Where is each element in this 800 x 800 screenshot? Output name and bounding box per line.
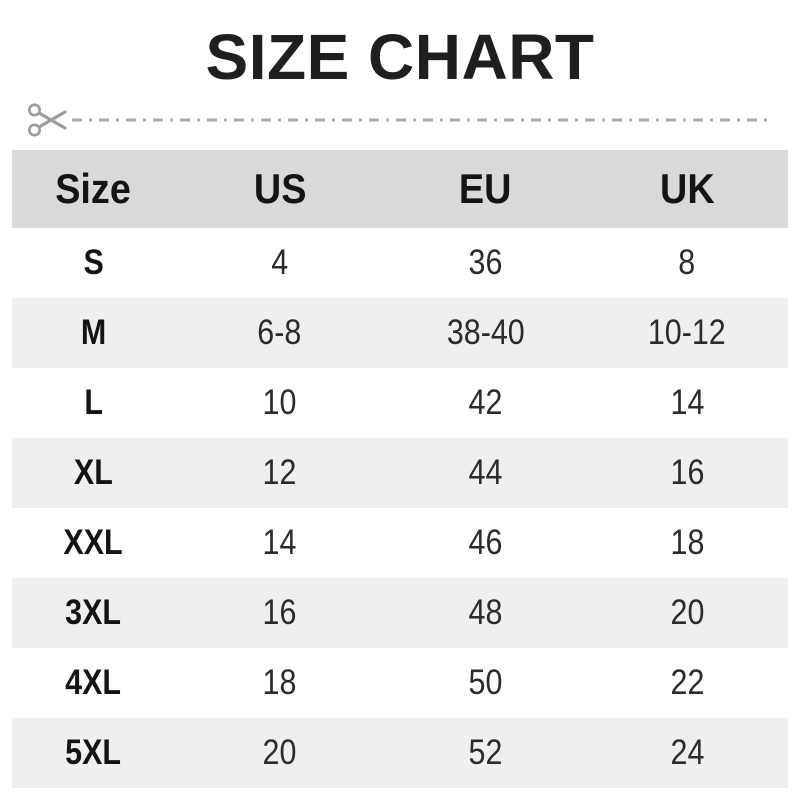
dashed-cut-line xyxy=(72,118,767,122)
size-cell: 5XL xyxy=(65,733,122,772)
uk-cell: 24 xyxy=(670,733,705,772)
size-cell: L xyxy=(84,383,103,422)
uk-cell: 16 xyxy=(670,453,705,492)
eu-cell: 44 xyxy=(468,453,503,492)
size-cell: XL xyxy=(74,453,113,492)
size-cell: M xyxy=(80,313,107,352)
uk-cell: 18 xyxy=(670,523,705,562)
column-header-uk: UK xyxy=(586,150,788,228)
us-cell: 20 xyxy=(262,733,297,772)
us-cell: 4 xyxy=(271,243,289,282)
uk-cell: 22 xyxy=(670,663,705,702)
eu-cell: 48 xyxy=(468,593,503,632)
uk-cell: 20 xyxy=(670,593,705,632)
us-cell: 12 xyxy=(262,453,297,492)
us-cell: 16 xyxy=(262,593,297,632)
eu-cell: 52 xyxy=(468,733,503,772)
us-cell: 14 xyxy=(262,523,297,562)
size-cell: S xyxy=(83,243,104,282)
eu-cell: 50 xyxy=(468,663,503,702)
us-cell: 18 xyxy=(262,663,297,702)
page-title: SIZE CHART xyxy=(205,21,595,93)
size-cell: 4XL xyxy=(65,663,122,702)
eu-cell: 46 xyxy=(468,523,503,562)
table-row: 4XL 18 50 22 xyxy=(12,648,788,718)
table-row: XXL 14 46 18 xyxy=(12,508,788,578)
table-row: 3XL 16 48 20 xyxy=(12,578,788,648)
table-row: L 10 42 14 xyxy=(12,368,788,438)
column-header-us: US xyxy=(174,150,385,228)
eu-cell: 36 xyxy=(468,243,503,282)
uk-cell: 10-12 xyxy=(648,313,727,352)
us-cell: 6-8 xyxy=(257,313,302,352)
cut-line xyxy=(27,101,767,139)
column-header-size: Size xyxy=(12,150,175,228)
table-row: M 6-8 38-40 10-12 xyxy=(12,298,788,368)
eu-cell: 38-40 xyxy=(446,313,525,352)
us-cell: 10 xyxy=(262,383,297,422)
table-row: XL 12 44 16 xyxy=(12,438,788,508)
column-header-eu: EU xyxy=(384,150,587,228)
eu-cell: 42 xyxy=(468,383,503,422)
size-cell: 3XL xyxy=(65,593,122,632)
table-row: 5XL 20 52 24 xyxy=(12,718,788,788)
table-header-row: Size US EU UK xyxy=(12,150,788,228)
size-cell: XXL xyxy=(63,523,124,562)
table-row: S 4 36 8 xyxy=(12,228,788,298)
scissors-icon xyxy=(28,103,67,137)
size-chart-table: Size US EU UK S 4 36 8 M 6-8 38-40 10-12… xyxy=(12,150,788,788)
uk-cell: 14 xyxy=(670,383,705,422)
uk-cell: 8 xyxy=(678,243,696,282)
